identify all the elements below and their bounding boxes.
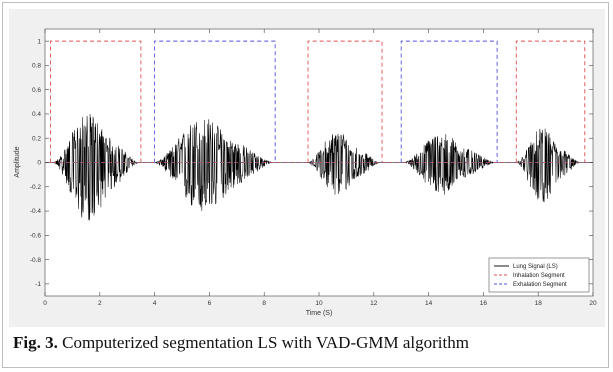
- y-tick-label: 0: [37, 160, 41, 167]
- exhalation-segment-window: [154, 40, 276, 163]
- caption-text: Computerized segmentation LS with VAD-GM…: [57, 333, 469, 352]
- legend-entry: Lung Signal (LS): [513, 264, 558, 270]
- x-tick-label: 10: [315, 300, 323, 307]
- legend: Lung Signal (LS) Inhalation Segment Exhala…: [488, 257, 590, 293]
- x-tick-label: 16: [480, 300, 488, 307]
- y-tick-label: 0.6: [32, 87, 41, 94]
- y-axis-label: Amplitude: [14, 146, 21, 177]
- y-tick-label: 0.4: [32, 111, 41, 118]
- y-tick-label: 0.8: [32, 63, 41, 70]
- figure-frame: 0 2 4 6 8 10 12 14 16 18 20 -1 -0.8 -0.6 -0.4 -0.2 0 0.2 0…: [2, 2, 609, 368]
- x-tick-label: 8: [262, 300, 266, 307]
- y-tick-label: -0.2: [30, 184, 42, 191]
- y-tick-label: 0.2: [32, 135, 41, 142]
- y-tick-label: -0.6: [30, 233, 42, 240]
- figure-caption: Fig. 3. Computerized segmentation LS wit…: [13, 333, 603, 363]
- legend-entry: Exhalation Segment: [513, 282, 567, 288]
- x-tick-label: 12: [370, 300, 378, 307]
- chart: 0 2 4 6 8 10 12 14 16 18 20 -1 -0.8 -0.6 -0.4 -0.2 0 0.2 0…: [14, 28, 597, 317]
- y-tick-label: -1: [35, 281, 41, 288]
- y-tick-label: 1: [37, 38, 41, 45]
- exhalation-segment-window: [400, 40, 498, 163]
- y-tick-label: -0.8: [30, 257, 42, 264]
- x-tick-label: 6: [208, 300, 212, 307]
- x-tick-label: 2: [98, 300, 102, 307]
- x-tick-label: 14: [425, 300, 433, 307]
- chart-traces: [45, 40, 593, 221]
- caption-label: Fig. 3.: [13, 333, 58, 352]
- inhalation-segment-window: [515, 40, 586, 163]
- x-tick-label: 20: [589, 300, 597, 307]
- x-tick-label: 0: [43, 300, 47, 307]
- y-tick-label: -0.4: [30, 208, 42, 215]
- x-axis-label: Time (S): [306, 310, 333, 317]
- figure-area: 0 2 4 6 8 10 12 14 16 18 20 -1 -0.8 -0.6 -0.4 -0.2 0 0.2 0…: [9, 9, 605, 327]
- chart-axes: 0 2 4 6 8 10 12 14 16 18 20 -1 -0.8 -0.6 -0.4 -0.2 0 0.2 0…: [30, 29, 597, 307]
- legend-entry: Inhalation Segment: [513, 273, 565, 279]
- x-tick-label: 18: [535, 300, 543, 307]
- x-tick-label: 4: [153, 300, 157, 307]
